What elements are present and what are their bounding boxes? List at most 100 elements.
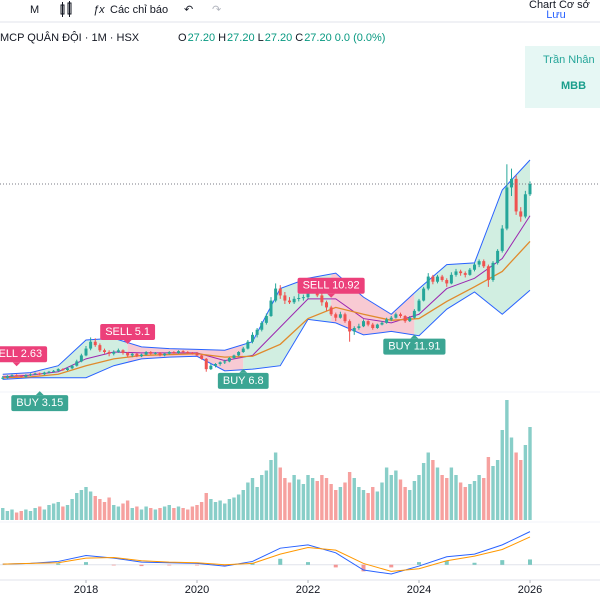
- candle-body: [167, 352, 171, 354]
- volume-bar: [84, 487, 88, 520]
- bb-basis: [2, 215, 531, 378]
- volume-bar: [116, 506, 121, 520]
- volume-bar: [42, 509, 47, 520]
- macd-histogram: [389, 564, 394, 568]
- macd-histogram: [278, 558, 283, 565]
- x-tick-label: 2018: [74, 584, 98, 596]
- volume-bar: [232, 497, 236, 520]
- ohlc-value: 27.20: [265, 32, 293, 44]
- volume-bar: [130, 508, 134, 520]
- volume-bar: [107, 497, 111, 520]
- volume-bar: [250, 478, 255, 520]
- volume-bar: [495, 460, 500, 520]
- volume-bar: [79, 490, 84, 520]
- volume-bar: [93, 496, 97, 520]
- volume-bar: [519, 460, 523, 520]
- candle-body: [519, 211, 523, 217]
- candle-body: [380, 322, 384, 325]
- volume-bar: [209, 499, 213, 520]
- volume-bar: [408, 490, 412, 520]
- volume-bar: [24, 509, 28, 520]
- candle-icon[interactable]: [60, 1, 72, 17]
- candle-body: [454, 271, 458, 275]
- candle-body: [61, 369, 65, 371]
- band-fill: [127, 342, 244, 371]
- volume-bar: [88, 491, 93, 520]
- volume-bar: [172, 508, 176, 520]
- x-tick-label: 2024: [407, 584, 431, 596]
- undo-button[interactable]: ↶: [184, 4, 193, 16]
- candle-body: [237, 352, 241, 356]
- volume-bar: [260, 475, 264, 520]
- volume-bar: [297, 479, 301, 520]
- signal-pointer: [35, 391, 44, 396]
- volume-bar: [426, 452, 430, 520]
- volume-bar: [223, 503, 227, 520]
- candle-body: [107, 352, 111, 354]
- volume-bar: [1, 508, 5, 520]
- volume-bar: [204, 493, 208, 520]
- signal-box: [0, 346, 48, 363]
- volume-bar: [320, 475, 324, 520]
- signal-box: [297, 277, 365, 294]
- signal-label: SELL 2.63: [0, 348, 42, 360]
- candle-body: [204, 358, 208, 370]
- volume-bar: [70, 499, 74, 520]
- volume-bar: [98, 499, 102, 520]
- volume-bar: [306, 475, 310, 520]
- candle-body: [264, 316, 268, 323]
- candle-body: [190, 352, 194, 354]
- signal-pointer: [327, 293, 336, 298]
- volume-bar: [33, 508, 37, 520]
- macd-histogram: [472, 562, 477, 565]
- candle-body: [103, 350, 106, 352]
- volume-bar: [227, 499, 232, 520]
- volume-bar: [334, 490, 338, 520]
- candle-body: [158, 352, 162, 356]
- signal-pointer: [12, 362, 21, 367]
- volume-bar: [10, 509, 14, 520]
- candle-body: [412, 310, 416, 318]
- signal-pointer: [123, 340, 132, 344]
- moving-average: [2, 240, 531, 379]
- candle-body: [523, 194, 527, 217]
- candle-body: [98, 345, 102, 351]
- volume-bar: [278, 467, 282, 520]
- fx-icon[interactable]: ƒx: [93, 4, 105, 16]
- watermark-ticker: MBB: [561, 80, 586, 92]
- volume-bar: [417, 475, 421, 520]
- candle-body: [371, 324, 375, 328]
- candle-body: [334, 314, 338, 318]
- candle-body: [477, 261, 481, 265]
- layout-button[interactable]: Chart Cơ sở: [529, 0, 590, 11]
- volume-bar: [528, 427, 532, 520]
- candle-body: [459, 271, 463, 274]
- redo-button[interactable]: ↷: [212, 4, 221, 16]
- candle-body: [66, 368, 69, 370]
- macd-histogram: [306, 562, 310, 565]
- volume-bar: [458, 482, 463, 520]
- indicators-button[interactable]: Các chỉ báo: [110, 4, 168, 16]
- interval-button[interactable]: M: [30, 4, 39, 16]
- volume-bar: [463, 487, 467, 520]
- volume-bar: [190, 506, 195, 520]
- candle-body: [385, 319, 389, 323]
- candle-body: [375, 324, 379, 328]
- candle-body: [251, 334, 254, 342]
- macd-histogram: [417, 562, 421, 565]
- candle-body: [93, 341, 97, 346]
- volume-bar: [454, 475, 458, 520]
- ohlc-change: 0.0 (0.0%): [335, 32, 386, 44]
- bb-lower: [2, 289, 531, 380]
- candle-body: [366, 321, 370, 325]
- save-label[interactable]: Lưu: [546, 9, 566, 21]
- macd-histogram: [84, 562, 88, 565]
- candle-body: [496, 250, 500, 263]
- candle-body: [288, 300, 291, 303]
- volume-bar: [246, 482, 250, 520]
- volume-bar: [75, 493, 79, 520]
- candle-body: [417, 300, 421, 311]
- volume-bar: [403, 487, 407, 520]
- candle-body: [52, 370, 56, 372]
- candle-body: [463, 273, 467, 275]
